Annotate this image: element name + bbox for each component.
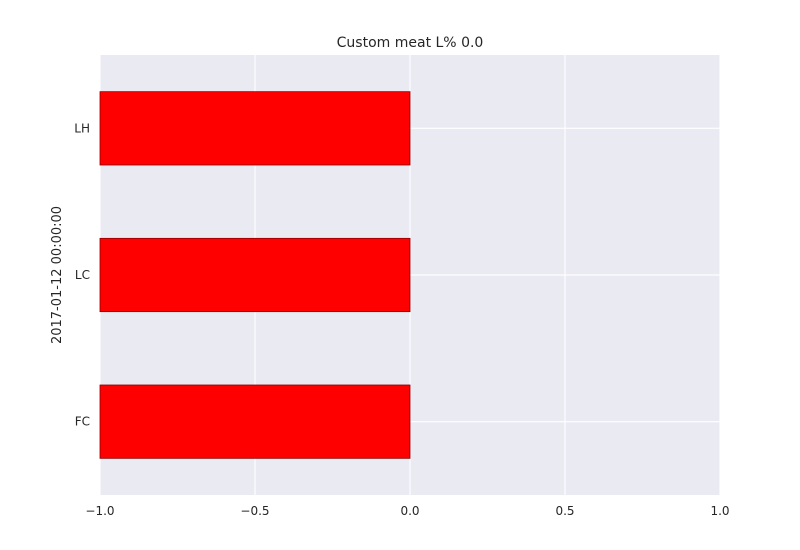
x-tick-label: −1.0 [85, 504, 114, 518]
bars [99, 91, 411, 459]
y-tick-label: FC [75, 415, 90, 429]
y-axis-label: 2017-01-12 00:00:00 [50, 206, 65, 344]
x-tick-label: −0.5 [240, 504, 269, 518]
bar-fc [99, 384, 411, 459]
y-tick-label: LH [74, 121, 90, 135]
x-tick-label: 0.5 [555, 504, 574, 518]
x-tick-label: 1.0 [710, 504, 729, 518]
y-tick-label: LC [75, 268, 90, 282]
x-tick-label: 0.0 [400, 504, 419, 518]
chart-title: Custom meat L% 0.0 [337, 35, 484, 51]
bar-lc [99, 237, 411, 313]
y-tick-labels: LH LC FC [74, 121, 90, 428]
x-tick-labels: −1.0 −0.5 0.0 0.5 1.0 [85, 504, 729, 518]
bar-lh [99, 91, 411, 166]
